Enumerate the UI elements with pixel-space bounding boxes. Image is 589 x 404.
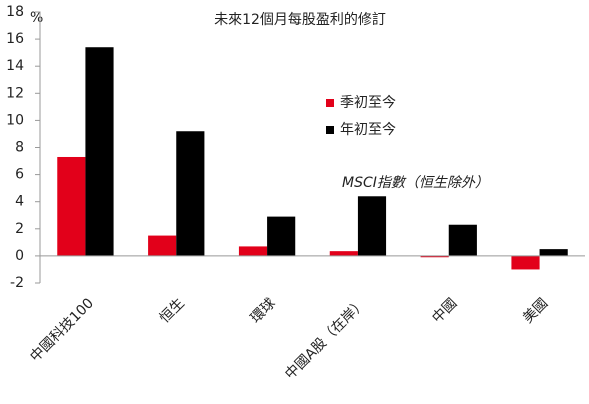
y-tick-label: 16 — [6, 31, 24, 47]
bar — [148, 235, 177, 256]
y-tick-label: 6 — [15, 167, 24, 183]
bar — [85, 47, 114, 256]
chart-title: 未來12個月每股盈利的修訂 — [214, 12, 386, 28]
y-tick-label: 14 — [6, 58, 24, 74]
x-tick-label: 美國 — [520, 295, 551, 326]
legend-label: 季初至今 — [340, 94, 396, 111]
bar — [420, 255, 449, 258]
x-tick-label: 恒生 — [157, 295, 188, 326]
legend-swatch — [326, 99, 334, 107]
bar — [448, 224, 477, 256]
legend-swatch — [326, 126, 334, 134]
bar — [176, 131, 205, 256]
x-tick-label: 中國A股（在岸） — [282, 295, 369, 382]
y-tick-label: 2 — [15, 221, 24, 237]
y-tick-label: 0 — [15, 248, 24, 264]
x-tick-label: 中國科技100 — [27, 295, 97, 365]
bar — [238, 246, 268, 256]
bar — [57, 156, 86, 256]
legend-label: 年初至今 — [340, 121, 396, 138]
y-tick-label: 8 — [15, 140, 24, 156]
y-tick-label: 4 — [15, 194, 24, 210]
y-tick-label: 18 — [6, 4, 24, 20]
bar — [329, 251, 358, 256]
bar — [267, 216, 296, 256]
bar — [357, 196, 387, 256]
annotation: MSCI指數（恒生除外） — [342, 175, 489, 191]
bar — [539, 249, 568, 256]
x-tick-label: 中國 — [429, 295, 460, 326]
x-tick-label: 環球 — [248, 295, 279, 326]
y-tick-label: 10 — [6, 112, 24, 128]
y-tick-label: 12 — [6, 85, 24, 101]
bar — [511, 255, 540, 270]
y-tick-label: -2 — [10, 275, 24, 291]
